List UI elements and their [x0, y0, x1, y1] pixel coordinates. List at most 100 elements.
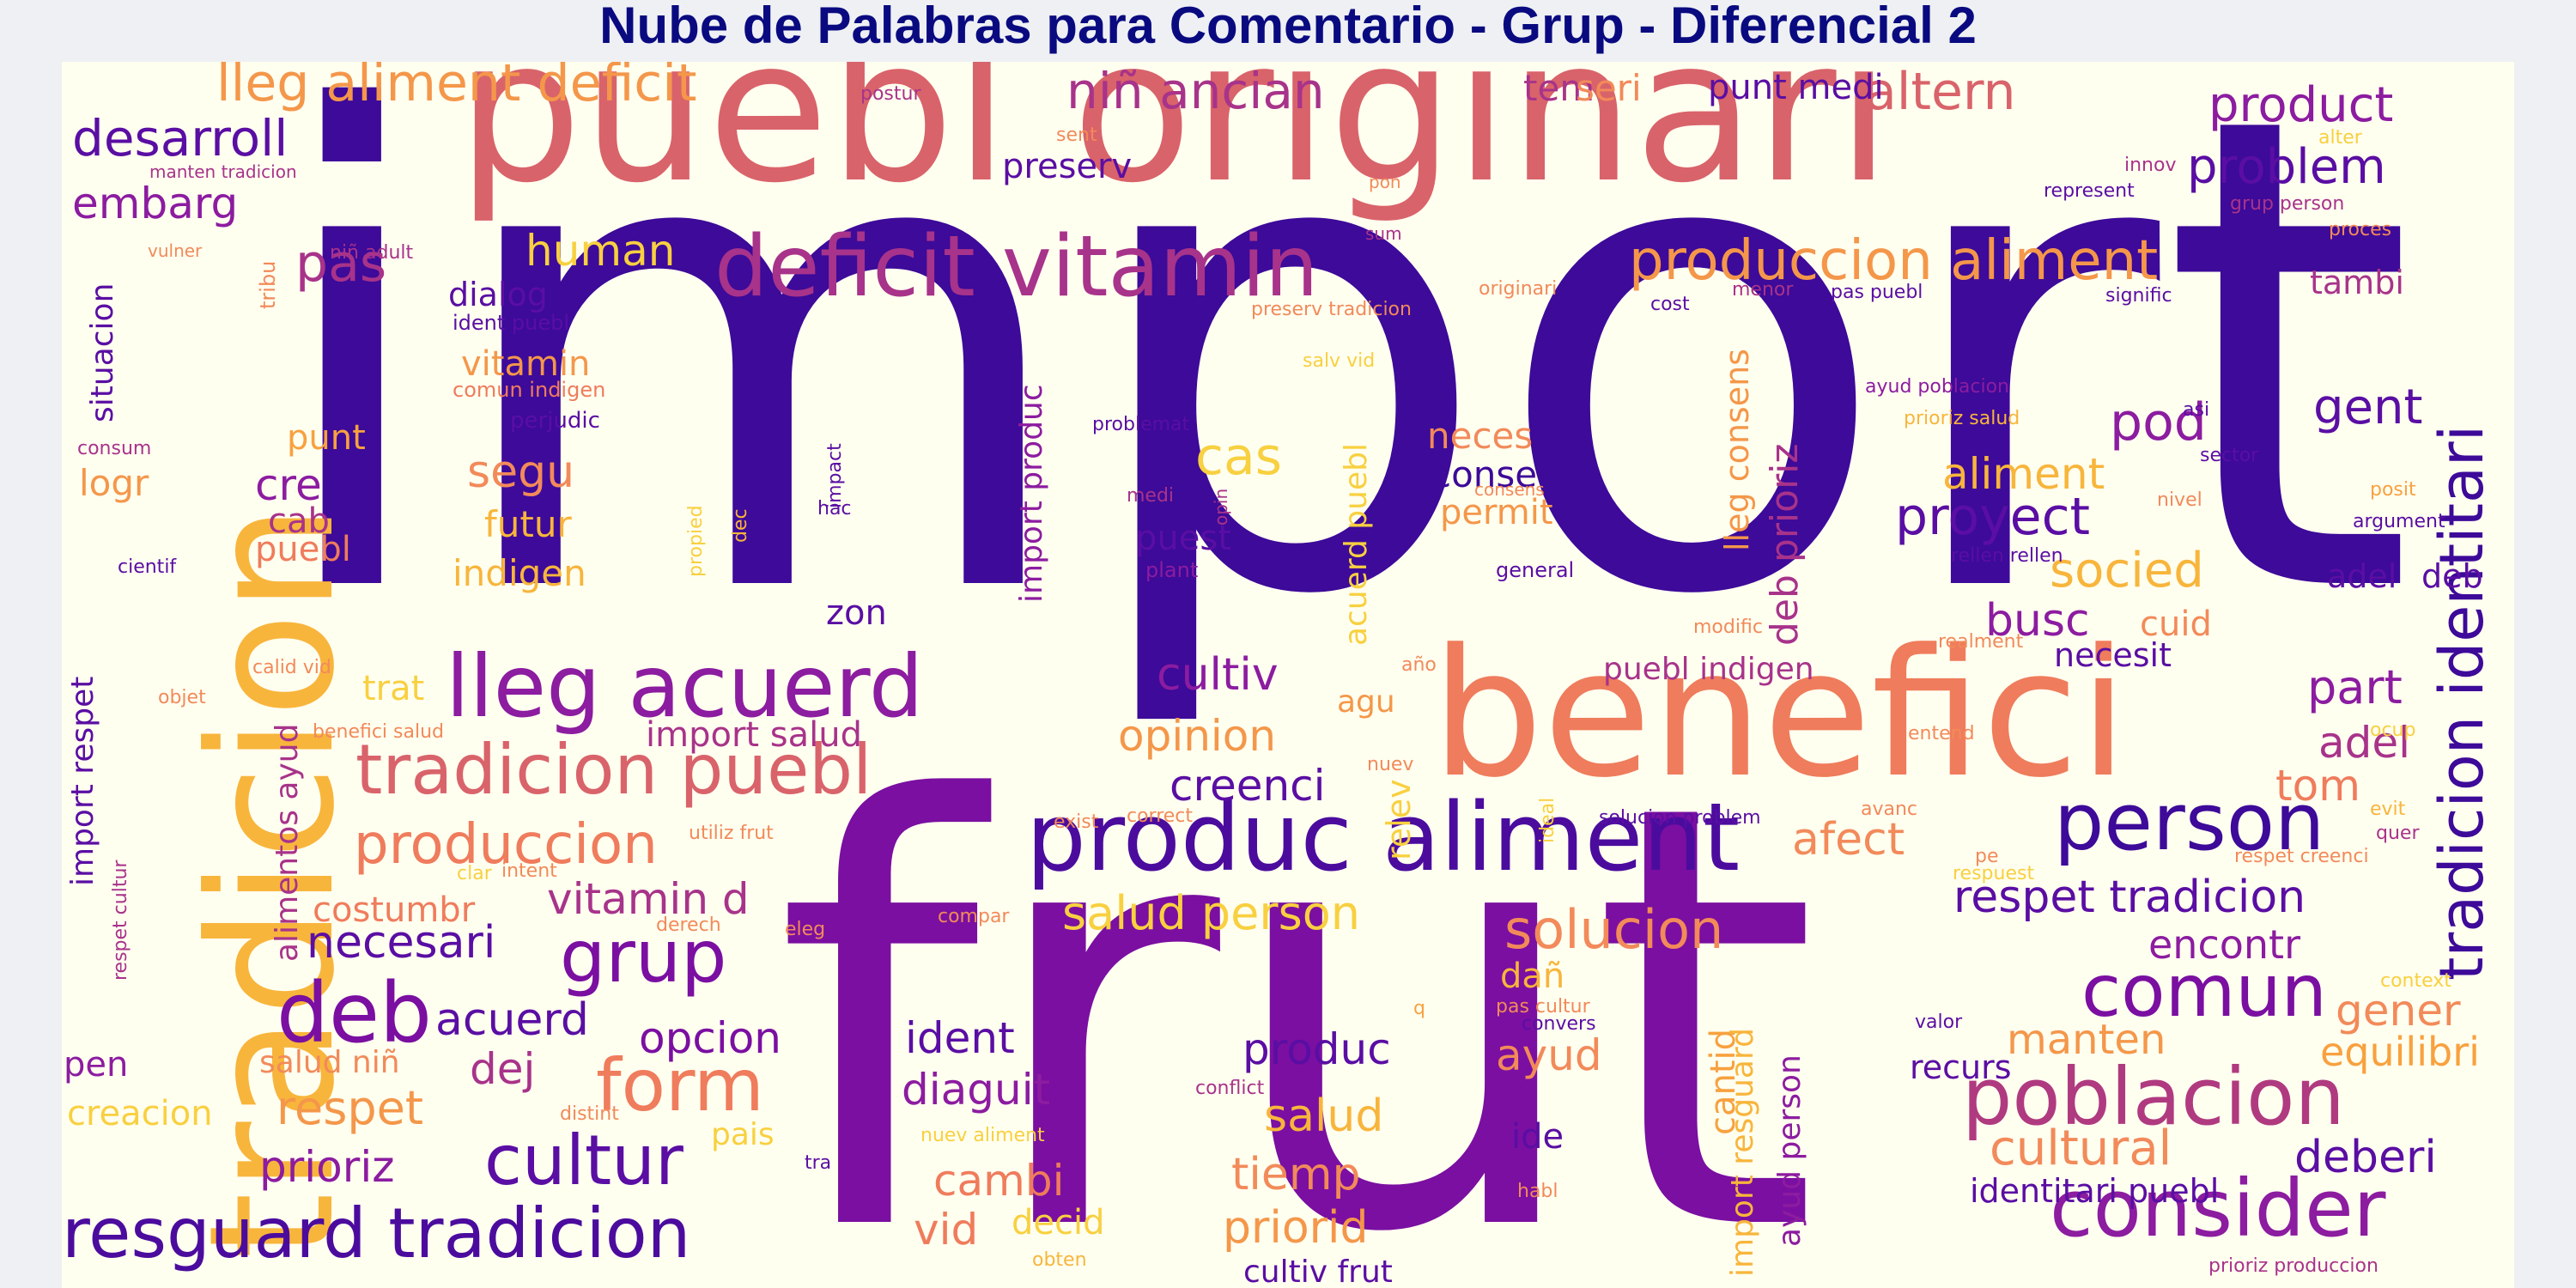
word: general: [1496, 558, 1575, 582]
word: pon: [1369, 172, 1401, 192]
word: necesari: [307, 917, 496, 969]
word: preserv tradicion: [1251, 299, 1412, 320]
word: form: [596, 1043, 764, 1127]
word: punt: [287, 418, 366, 458]
word: agu: [1337, 684, 1395, 720]
word: medi: [1127, 485, 1175, 507]
word: deb: [2421, 557, 2483, 595]
word: alimentos ayud: [270, 723, 305, 962]
word: alter: [2318, 127, 2362, 149]
word: menor: [1732, 279, 1794, 301]
word: prioriz: [259, 1142, 395, 1192]
word: futur: [484, 503, 572, 545]
word: import salud: [646, 715, 862, 755]
word: calid vid: [252, 657, 331, 678]
word: cre: [255, 460, 322, 510]
word: prioriz produccion: [2208, 1255, 2379, 1277]
word: respet: [276, 1081, 424, 1135]
word: preserv: [1002, 147, 1133, 186]
word: eleg: [785, 919, 826, 940]
word: solucion problem: [1599, 807, 1761, 829]
word: valor: [1915, 1012, 1963, 1033]
word: permit: [1440, 493, 1553, 532]
word: cultur: [484, 1121, 683, 1200]
word: lleg acuerd: [446, 636, 924, 737]
word: opin: [1211, 488, 1231, 526]
word: punt medi: [1708, 68, 1884, 107]
word: puebl: [255, 530, 351, 569]
word: import respet: [65, 676, 100, 886]
word: asi: [2183, 399, 2210, 421]
word: lleg aliment deficit: [216, 62, 697, 113]
word: avanc: [1861, 799, 1918, 820]
word: embarg: [72, 179, 239, 228]
word: puebl originari: [457, 62, 1892, 227]
word: dañ: [1500, 957, 1565, 996]
word: afect: [1792, 814, 1905, 866]
word: ayud: [1496, 1030, 1602, 1080]
chart-title: Nube de Palabras para Comentario - Grup …: [599, 0, 1977, 54]
word: sent: [1056, 125, 1097, 146]
word: nivel: [2157, 489, 2202, 511]
word: vitamin: [461, 344, 591, 384]
word: propied: [685, 505, 707, 577]
word: posit: [2370, 479, 2416, 501]
word: ocup: [2370, 720, 2416, 741]
word: ide: [1511, 1117, 1564, 1157]
word: evit: [2370, 799, 2406, 820]
word: deficit vitamin: [714, 218, 1319, 316]
word: deb prioriz: [1763, 443, 1807, 647]
word: produccion aliment: [1629, 229, 2159, 293]
word: priorid: [1223, 1202, 1369, 1254]
word: acuerd puebl: [1339, 443, 1374, 646]
word: plant: [1145, 558, 1199, 582]
word: pas cultur: [1496, 996, 1590, 1018]
word: pen: [64, 1045, 129, 1084]
word: pais: [711, 1117, 775, 1152]
word: person: [2054, 776, 2325, 868]
word: objet: [158, 687, 206, 708]
word: produc: [1242, 1024, 1391, 1074]
word: pas puebl: [1831, 282, 1923, 303]
word: tradicion identitari: [2427, 424, 2497, 981]
word: zon: [826, 593, 887, 633]
word: modific: [1693, 617, 1763, 638]
word: entend: [1908, 723, 1975, 744]
word: ident: [905, 1013, 1015, 1063]
word: opcion: [639, 1013, 781, 1063]
word: sum: [1365, 223, 1402, 244]
word: busc: [1985, 595, 2090, 647]
word: logr: [79, 462, 149, 504]
word: proyect: [1895, 487, 2091, 547]
word: benefici: [1431, 612, 2129, 817]
word: trat: [362, 669, 425, 708]
word: vulner: [148, 240, 203, 261]
word: altern: [1865, 62, 2016, 122]
word: tradicion puebl: [355, 730, 872, 810]
word: aliment: [1942, 449, 2105, 499]
word: puebl indigen: [1603, 652, 1814, 687]
word: cost: [1650, 294, 1690, 315]
word: prioriz salud: [1904, 408, 2020, 429]
word: acuerd: [435, 994, 589, 1046]
word: creenci: [1170, 761, 1326, 811]
word: human: [526, 226, 676, 276]
word: product: [2208, 77, 2394, 133]
word: perjudic: [510, 408, 600, 434]
word: diaguit: [902, 1065, 1051, 1115]
word: adel: [2318, 718, 2411, 768]
word: compar: [938, 906, 1010, 927]
word: produccion: [354, 813, 658, 877]
word-cloud-canvas: import frut puebl originari tradicion be…: [62, 62, 2514, 1288]
word: intent: [501, 860, 557, 882]
word: niñ ancian: [1066, 62, 1325, 120]
word: segu: [467, 447, 575, 498]
word: tem: [1523, 67, 1595, 109]
word: identitari puebl: [1970, 1172, 2220, 1210]
word: cultiv frut: [1243, 1255, 1393, 1288]
word: ayud poblacion: [1865, 376, 2009, 398]
word: dej: [470, 1044, 536, 1094]
word: comun: [2081, 949, 2327, 1033]
word: derech: [656, 914, 721, 936]
word: salud: [1264, 1091, 1384, 1142]
